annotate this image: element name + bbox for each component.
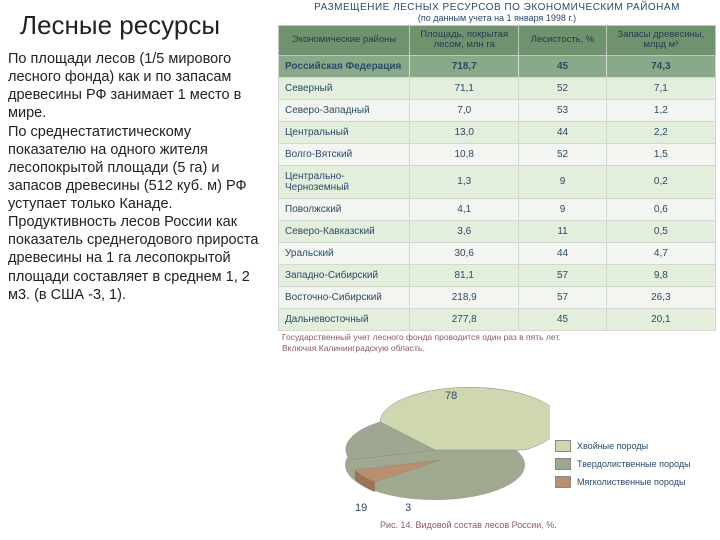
pie-label: 78 <box>445 390 457 402</box>
table-cell: 52 <box>519 143 606 165</box>
col-header: Лесистость, % <box>519 26 606 56</box>
table-row: Северный71,1527,1 <box>279 77 716 99</box>
table-cell: 52 <box>519 77 606 99</box>
table-cell: 7,1 <box>606 77 715 99</box>
paragraph: По среднестатистическому показателю на о… <box>8 123 268 214</box>
table-row: Волго-Вятский10,8521,5 <box>279 143 716 165</box>
pie-caption: Рис. 14. Видовой состав лесов России, %. <box>380 520 557 530</box>
legend-swatch <box>555 476 571 488</box>
table-cell: Северо-Западный <box>279 99 410 121</box>
legend-item: Твердолиственные породы <box>555 458 691 470</box>
table-cell: Восточно-Сибирский <box>279 286 410 308</box>
table-subtitle: (по данным учета на 1 января 1998 г.) <box>278 13 716 23</box>
forest-table: Экономические районы Площадь, покрытая л… <box>278 25 716 331</box>
table-cell: 4,7 <box>606 242 715 264</box>
table-row: Восточно-Сибирский218,95726,3 <box>279 286 716 308</box>
table-cell: 44 <box>519 121 606 143</box>
col-header: Запасы древесины, млрд м³ <box>606 26 715 56</box>
table-cell: 45 <box>519 55 606 77</box>
table-row: Российская Федерация718,74574,3 <box>279 55 716 77</box>
table-cell: 1,3 <box>410 165 519 198</box>
legend-label: Твердолиственные породы <box>577 459 691 469</box>
table-cell: 11 <box>519 220 606 242</box>
pie-label: 3 <box>405 502 411 514</box>
table-cell: 26,3 <box>606 286 715 308</box>
table-cell: 13,0 <box>410 121 519 143</box>
table-row: Центрально-Черноземный1,390,2 <box>279 165 716 198</box>
table-cell: 0,2 <box>606 165 715 198</box>
table-cell: 218,9 <box>410 286 519 308</box>
table-cell: 57 <box>519 286 606 308</box>
table-cell: 1,2 <box>606 99 715 121</box>
table-region: РАЗМЕЩЕНИЕ ЛЕСНЫХ РЕСУРСОВ ПО ЭКОНОМИЧЕС… <box>278 2 716 354</box>
table-cell: 4,1 <box>410 198 519 220</box>
table-cell: Северный <box>279 77 410 99</box>
table-cell: 7,0 <box>410 99 519 121</box>
table-row: Уральский30,6444,7 <box>279 242 716 264</box>
legend-item: Хвойные породы <box>555 440 691 452</box>
table-cell: Северо-Кавказский <box>279 220 410 242</box>
legend-label: Мягколиственные породы <box>577 477 685 487</box>
table-cell: 53 <box>519 99 606 121</box>
table-footnote: Государственный учет лесного фонда прово… <box>278 333 716 342</box>
col-header: Площадь, покрытая лесом, млн га <box>410 26 519 56</box>
table-cell: Центральный <box>279 121 410 143</box>
table-cell: 74,3 <box>606 55 715 77</box>
table-cell: 0,5 <box>606 220 715 242</box>
table-cell: Волго-Вятский <box>279 143 410 165</box>
table-row: Северо-Кавказский3,6110,5 <box>279 220 716 242</box>
table-cell: 20,1 <box>606 308 715 330</box>
paragraph: По площади лесов (1/5 мирового лесного ф… <box>8 50 268 123</box>
pie-chart-region: 78 19 3 Хвойные породы Твердолиственные … <box>320 380 700 535</box>
table-cell: 81,1 <box>410 264 519 286</box>
legend-swatch <box>555 458 571 470</box>
table-cell: 30,6 <box>410 242 519 264</box>
col-header: Экономические районы <box>279 26 410 56</box>
pie-label: 19 <box>355 502 367 514</box>
table-cell: Центрально-Черноземный <box>279 165 410 198</box>
table-cell: Западно-Сибирский <box>279 264 410 286</box>
table-row: Северо-Западный7,0531,2 <box>279 99 716 121</box>
table-cell: 277,8 <box>410 308 519 330</box>
table-cell: Дальневосточный <box>279 308 410 330</box>
table-cell: 57 <box>519 264 606 286</box>
table-cell: 718,7 <box>410 55 519 77</box>
table-cell: 1,5 <box>606 143 715 165</box>
table-cell: 71,1 <box>410 77 519 99</box>
table-cell: 9 <box>519 165 606 198</box>
legend-label: Хвойные породы <box>577 441 648 451</box>
table-cell: 9 <box>519 198 606 220</box>
pie-chart <box>320 380 550 520</box>
table-header-row: Экономические районы Площадь, покрытая л… <box>279 26 716 56</box>
table-cell: Российская Федерация <box>279 55 410 77</box>
table-cell: 45 <box>519 308 606 330</box>
pie-legend: Хвойные породы Твердолиственные породы М… <box>555 440 691 494</box>
paragraph: Продуктивность лесов России как показате… <box>8 213 268 304</box>
table-row: Поволжский4,190,6 <box>279 198 716 220</box>
table-cell: Поволжский <box>279 198 410 220</box>
table-cell: 44 <box>519 242 606 264</box>
table-row: Дальневосточный277,84520,1 <box>279 308 716 330</box>
body-text: По площади лесов (1/5 мирового лесного ф… <box>8 50 268 304</box>
table-footnote: Включая Калининградскую область. <box>278 344 716 353</box>
legend-item: Мягколиственные породы <box>555 476 691 488</box>
table-row: Центральный13,0442,2 <box>279 121 716 143</box>
legend-swatch <box>555 440 571 452</box>
table-cell: 10,8 <box>410 143 519 165</box>
table-row: Западно-Сибирский81,1579,8 <box>279 264 716 286</box>
table-cell: 0,6 <box>606 198 715 220</box>
table-cell: 9,8 <box>606 264 715 286</box>
table-cell: 3,6 <box>410 220 519 242</box>
table-cell: 2,2 <box>606 121 715 143</box>
table-cell: Уральский <box>279 242 410 264</box>
table-title: РАЗМЕЩЕНИЕ ЛЕСНЫХ РЕСУРСОВ ПО ЭКОНОМИЧЕС… <box>278 2 716 13</box>
